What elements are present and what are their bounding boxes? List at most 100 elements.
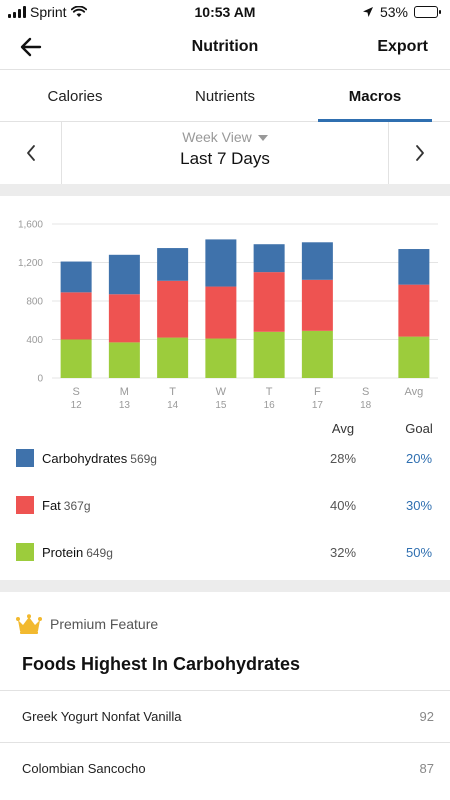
premium-section: Premium Feature Foods Highest In Carbohy… [0, 592, 450, 688]
tab-calories[interactable]: Calories [47, 88, 103, 105]
y-tick-label: 400 [26, 335, 43, 346]
macro-name: Protein [42, 545, 84, 560]
x-tick-sublabel: 16 [264, 400, 276, 411]
back-arrow-icon[interactable] [18, 34, 44, 60]
x-tick-label: M [120, 386, 129, 398]
macro-name: Fat [42, 498, 61, 513]
food-row[interactable]: Colombian Sancocho 87 [0, 742, 450, 794]
section-divider [0, 580, 450, 592]
macro-name: Carbohydrates [42, 451, 128, 466]
macro-goal[interactable]: 20% [405, 451, 433, 466]
macro-grams: 367g [63, 499, 91, 513]
food-name: Greek Yogurt Nonfat Vanilla [22, 709, 182, 724]
macro-row-protein: Protein 649g 32% 50% [0, 537, 450, 567]
chevron-left-icon [26, 145, 35, 161]
macro-label: Fat 367g [42, 498, 91, 513]
bar-segment-protein [108, 342, 140, 378]
week-view-label: Week View [182, 129, 252, 145]
date-range-center: Week View Last 7 Days [62, 122, 388, 184]
tab-bar: Calories Nutrients Macros [0, 70, 450, 122]
page-title: Nutrition [191, 38, 259, 55]
macro-row-carbohydrates: Carbohydrates 569g 28% 20% [0, 443, 450, 473]
fat-swatch [16, 496, 34, 514]
macro-row-fat: Fat 367g 40% 30% [0, 490, 450, 520]
y-tick-label: 1,200 [18, 258, 43, 269]
x-tick-sublabel: 17 [312, 400, 324, 411]
status-bar: Sprint 10:53 AM 53% [0, 0, 450, 24]
caret-down-icon [257, 135, 268, 142]
food-row[interactable]: Greek Yogurt Nonfat Vanilla 92 [0, 690, 450, 742]
battery-icon [414, 6, 441, 18]
premium-label: Premium Feature [50, 616, 159, 632]
crown-icon [16, 614, 42, 634]
macro-label: Carbohydrates 569g [42, 451, 157, 466]
carrier-label: Sprint [30, 4, 67, 20]
bar-segment-fat [253, 272, 285, 332]
bar-segment-carbohydrates [301, 242, 333, 280]
export-button[interactable]: Export [377, 38, 428, 55]
nav-bar: Nutrition Export [0, 24, 450, 70]
previous-week-button[interactable] [0, 122, 62, 184]
x-tick-sublabel: 18 [360, 400, 372, 411]
food-value: 92 [419, 709, 434, 724]
bar-segment-carbohydrates [205, 239, 237, 287]
carrier-group: Sprint [8, 4, 87, 20]
goal-header: Goal [405, 421, 433, 436]
y-tick-label: 800 [26, 297, 43, 308]
macro-avg: 32% [329, 545, 357, 560]
premium-badge: Premium Feature [16, 614, 158, 634]
chevron-right-icon [415, 145, 424, 161]
section-heading: Foods Highest In Carbohydrates [22, 654, 301, 674]
date-selector: Week View Last 7 Days [0, 122, 450, 184]
x-tick-label: Avg [404, 386, 423, 398]
macro-avg: 40% [329, 498, 357, 513]
macro-goal[interactable]: 50% [405, 545, 433, 560]
next-week-button[interactable] [388, 122, 450, 184]
bar-segment-fat [398, 284, 430, 337]
bar-segment-protein [60, 339, 92, 378]
bar-segment-fat [205, 286, 237, 339]
x-tick-sublabel: 14 [167, 400, 179, 411]
status-right: 53% [362, 4, 441, 20]
battery-percent: 53% [379, 4, 408, 20]
bar-segment-protein [301, 330, 333, 378]
macros-table: Avg Goal Carbohydrates 569g 28% 20% Fat 36… [0, 416, 450, 580]
bar-segment-protein [157, 337, 189, 378]
wifi-icon [70, 6, 87, 17]
avg-header: Avg [331, 421, 355, 436]
y-tick-label: 1,600 [18, 220, 43, 231]
bar-segment-protein [205, 338, 237, 378]
bar-segment-fat [301, 279, 333, 331]
x-tick-label: W [216, 386, 227, 398]
macros-chart: 0 400 800 1,200 1,600 S 12 M 13 T 14 W 15 T 16 F 17 S 18 Av… [0, 196, 450, 416]
bar-segment-fat [60, 292, 92, 340]
macro-grams: 569g [130, 452, 157, 466]
x-tick-label: S [362, 386, 369, 398]
macro-goal[interactable]: 30% [405, 498, 433, 513]
x-tick-label: S [72, 386, 79, 398]
macro-grams: 649g [86, 546, 113, 560]
macro-avg: 28% [329, 451, 357, 466]
bar-segment-protein [253, 331, 285, 378]
status-time: 10:53 AM [194, 4, 256, 20]
date-range-label: Last 7 Days [180, 149, 270, 168]
carbohydrates-swatch [16, 449, 34, 467]
bar-segment-carbohydrates [60, 261, 92, 293]
x-tick-sublabel: 15 [215, 400, 227, 411]
x-tick-label: T [169, 386, 176, 398]
bar-segment-carbohydrates [398, 249, 430, 285]
bar-segment-carbohydrates [253, 244, 285, 273]
bar-segment-carbohydrates [157, 248, 189, 281]
x-tick-sublabel: 13 [119, 400, 131, 411]
stacked-bar-chart: 0 400 800 1,200 1,600 S 12 M 13 T 14 W 15 T 16 F 17 S 18 Av… [18, 220, 438, 411]
tab-nutrients[interactable]: Nutrients [194, 88, 256, 105]
tab-macros[interactable]: Macros [300, 70, 450, 122]
week-view-dropdown[interactable]: Week View [62, 129, 388, 145]
food-name: Colombian Sancocho [22, 761, 146, 776]
bar-segment-fat [157, 280, 189, 338]
bar-segment-carbohydrates [108, 254, 140, 295]
protein-swatch [16, 543, 34, 561]
macro-label: Protein 649g [42, 545, 113, 560]
x-tick-label: F [314, 386, 321, 398]
x-tick-label: T [266, 386, 273, 398]
